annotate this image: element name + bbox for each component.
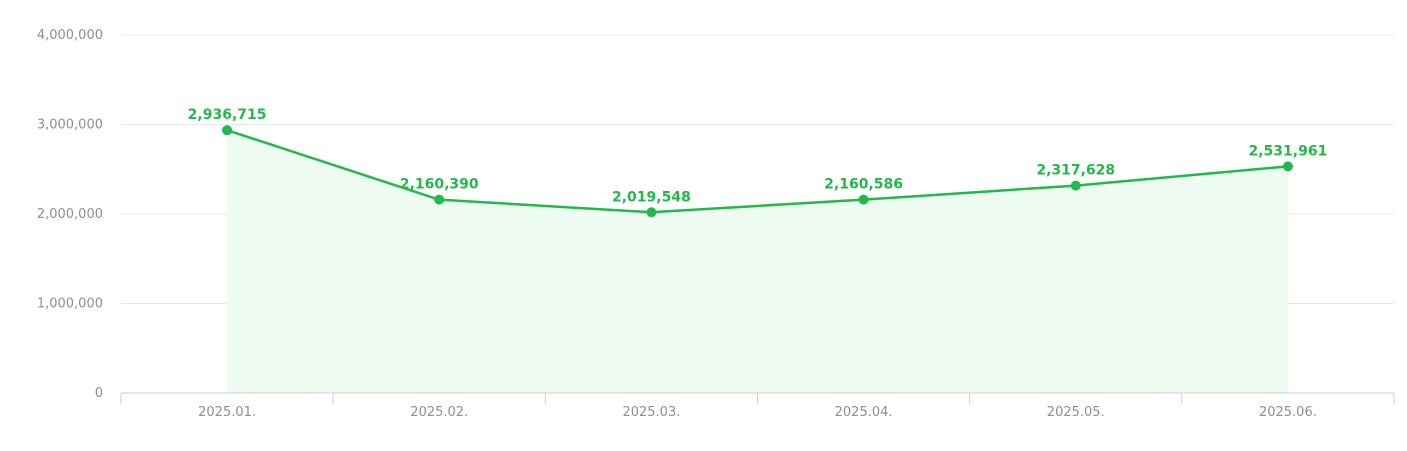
y-tick-label: 0 <box>95 386 103 401</box>
x-tick-label: 2025.06. <box>1259 405 1317 420</box>
y-tick-label: 2,000,000 <box>37 207 103 222</box>
x-tick-label: 2025.05. <box>1047 405 1105 420</box>
data-label: 2,936,715 <box>188 107 267 123</box>
data-point <box>222 125 233 136</box>
data-point <box>1282 161 1293 172</box>
point-layer <box>222 125 1293 218</box>
data-point <box>646 207 657 218</box>
y-tick-label: 1,000,000 <box>37 297 103 312</box>
series-area-fill <box>227 130 1288 393</box>
line-layer <box>226 128 1289 214</box>
data-label: 2,160,586 <box>824 177 903 193</box>
data-label: 2,531,961 <box>1249 143 1328 159</box>
data-point <box>1070 180 1081 191</box>
x-tick-label: 2025.04. <box>835 405 893 420</box>
data-label: 2,019,548 <box>612 189 691 205</box>
data-point <box>858 194 869 205</box>
series-line <box>226 128 1289 214</box>
y-tick-label: 4,000,000 <box>37 28 103 43</box>
label-layer: 2,936,715 2,160,390 2,019,548 2,160,586 2,31… <box>188 107 1328 205</box>
data-label: 2,160,390 <box>400 177 479 193</box>
y-tick-label: 3,000,000 <box>37 118 103 133</box>
area-layer <box>227 130 1288 393</box>
x-tick-label: 2025.03. <box>622 405 680 420</box>
data-point <box>434 194 445 205</box>
axis-layer: 0 1,000,000 2,000,000 3,000,000 4,000,000 202… <box>37 28 1395 420</box>
data-label: 2,317,628 <box>1036 163 1115 179</box>
x-tick-label: 2025.01. <box>198 405 256 420</box>
x-tick-label: 2025.02. <box>410 405 468 420</box>
